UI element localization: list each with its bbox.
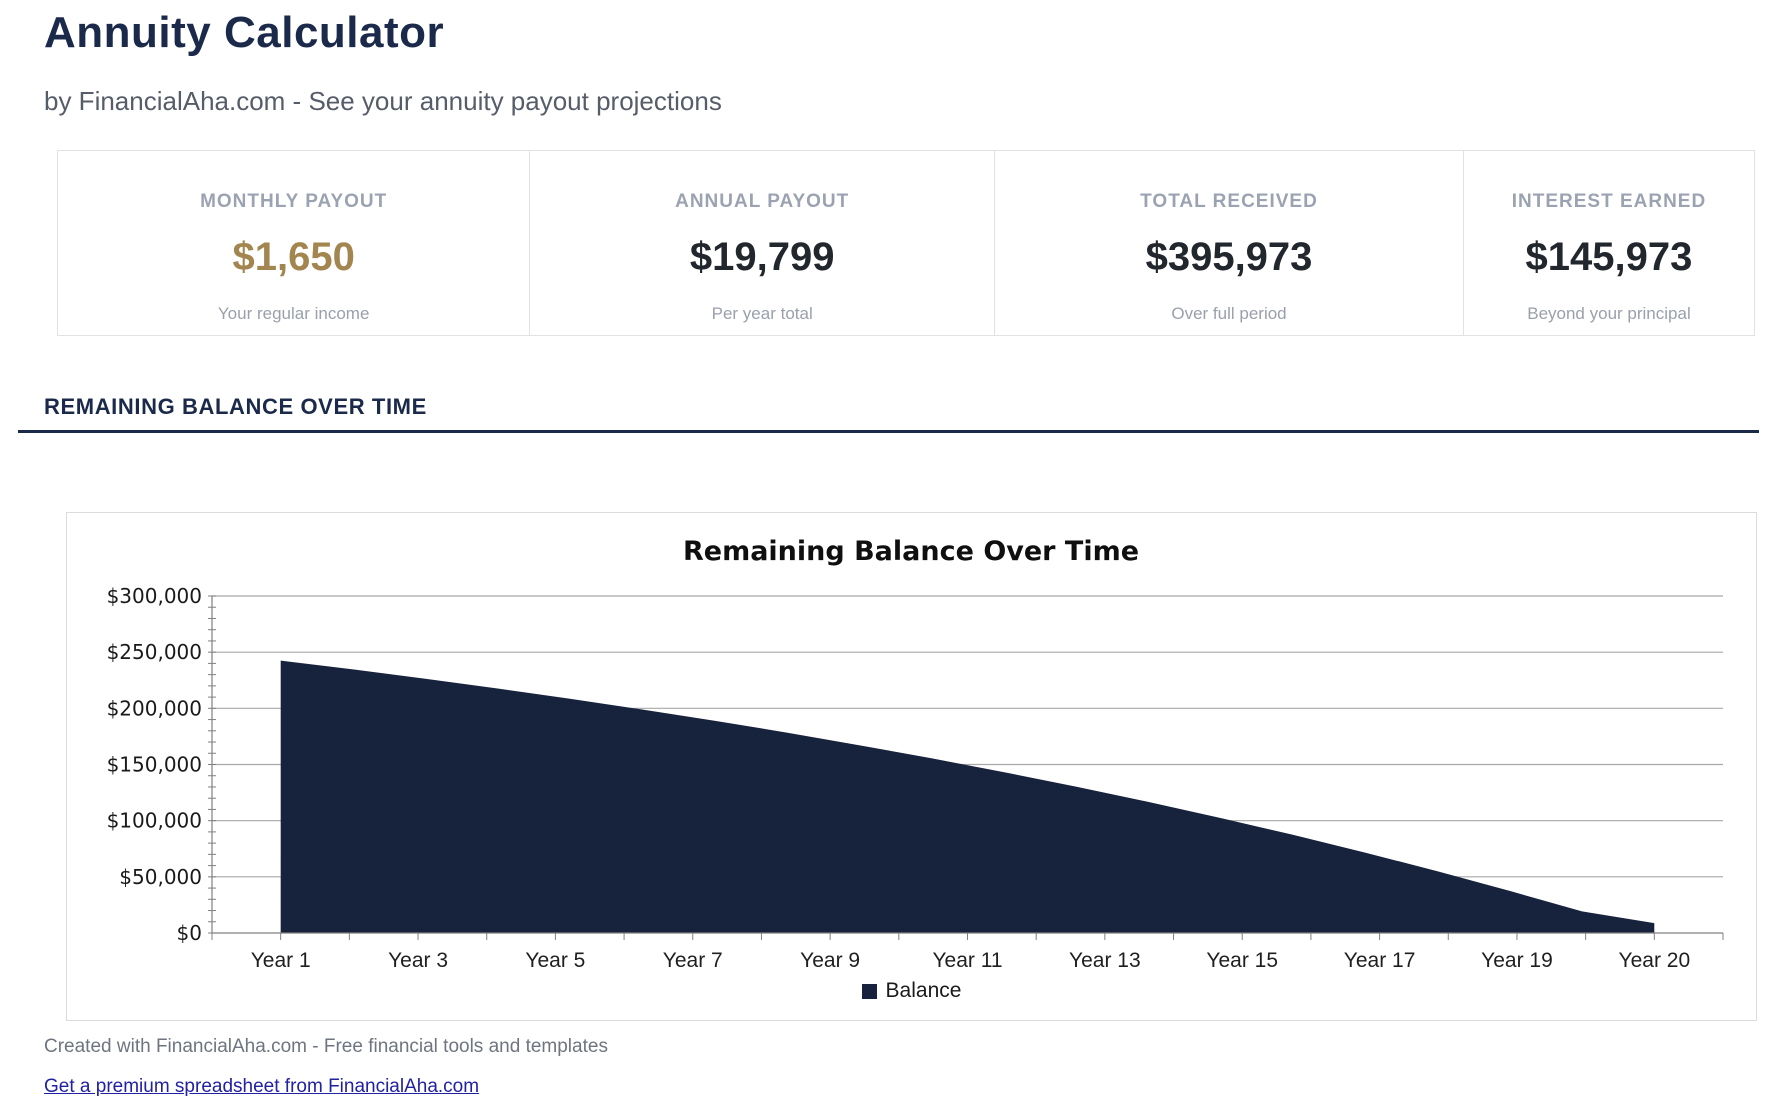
legend-swatch-balance [861, 983, 877, 999]
y-axis-label: $100,000 [107, 809, 202, 833]
stat-label: MONTHLY PAYOUT [200, 191, 388, 212]
balance-area-chart-canvas: $0 $50,000 $100,000 $150,000 $200,000 $250,00… [107, 536, 1724, 971]
premium-spreadsheet-link[interactable]: Get a premium spreadsheet from Financial… [44, 1076, 480, 1097]
y-axis-label: $300,000 [107, 584, 202, 608]
chart-legend: Balance [67, 979, 1756, 1003]
balance-area-series [280, 660, 1655, 933]
chart-title: Remaining Balance Over Time [683, 536, 1139, 567]
page-title: Annuity Calculator [44, 8, 445, 57]
y-axis-label: $250,000 [107, 640, 202, 664]
balance-chart: $0 $50,000 $100,000 $150,000 $200,000 $250,00… [66, 512, 1757, 1021]
x-axis-label: Year 7 [663, 949, 723, 971]
page-subtitle: by FinancialAha.com - See your annuity p… [44, 86, 722, 116]
stat-value: $19,799 [689, 235, 835, 279]
section-title: REMAINING BALANCE OVER TIME [44, 394, 427, 419]
stat-label: TOTAL RECEIVED [1140, 191, 1318, 212]
x-axis-label: Year 20 [1619, 949, 1691, 971]
y-axis-label: $50,000 [119, 865, 202, 889]
stat-sublabel: Beyond your principal [1527, 304, 1691, 323]
stat-label: ANNUAL PAYOUT [675, 191, 850, 212]
x-axis-label: Year 5 [525, 949, 585, 971]
stat-card-total-received: TOTAL RECEIVED $395,973 Over full period [995, 151, 1464, 335]
stat-card-monthly-payout: MONTHLY PAYOUT $1,650 Your regular incom… [58, 151, 531, 335]
y-axis-label: $150,000 [107, 753, 202, 777]
legend-label: Balance [885, 979, 962, 1002]
stat-value: $145,973 [1525, 235, 1693, 279]
stat-label: INTEREST EARNED [1511, 191, 1707, 212]
x-axis-label: Year 15 [1206, 949, 1278, 971]
x-axis-label: Year 13 [1069, 949, 1141, 971]
stat-card-annual-payout: ANNUAL PAYOUT $19,799 Per year total [530, 151, 996, 335]
stat-value: $395,973 [1145, 235, 1313, 279]
x-axis-label: Year 3 [388, 949, 448, 971]
stat-sublabel: Per year total [711, 304, 813, 323]
y-axis-label: $0 [177, 921, 202, 945]
x-axis-label: Year 11 [932, 949, 1002, 971]
stat-value: $1,650 [232, 235, 355, 279]
x-axis-label: Year 17 [1344, 949, 1416, 971]
x-axis-label: Year 1 [251, 949, 311, 971]
stat-sublabel: Your regular income [217, 304, 370, 323]
y-axis-label: $200,000 [107, 696, 202, 720]
section-divider [18, 430, 1759, 433]
x-axis-label: Year 9 [800, 949, 860, 971]
stat-card-interest-earned: INTEREST EARNED $145,973 Beyond your pri… [1464, 151, 1754, 335]
x-axis-label: Year 19 [1481, 949, 1553, 971]
stat-sublabel: Over full period [1171, 304, 1287, 323]
stats-row: MONTHLY PAYOUT $1,650 Your regular incom… [57, 150, 1755, 336]
footer-credit: Created with FinancialAha.com - Free fin… [44, 1036, 608, 1057]
